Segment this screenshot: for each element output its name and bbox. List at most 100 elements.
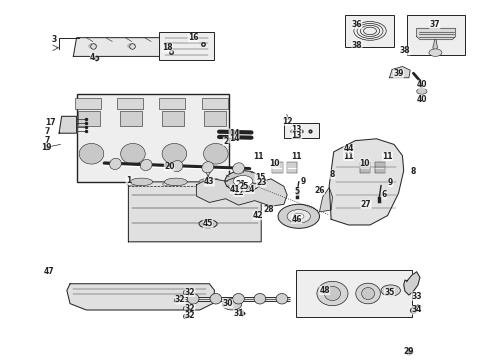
Text: 39: 39 [393,69,404,78]
Text: 36: 36 [352,20,362,29]
Text: 46: 46 [292,215,302,224]
Text: 38: 38 [400,46,410,55]
Ellipse shape [130,178,153,186]
Circle shape [278,204,319,228]
Ellipse shape [210,293,221,304]
Text: 18: 18 [162,43,172,52]
Polygon shape [433,40,438,51]
FancyBboxPatch shape [201,98,227,109]
Polygon shape [59,116,76,133]
Text: 24: 24 [245,185,255,194]
Text: 34: 34 [412,306,422,315]
Circle shape [225,171,261,192]
Text: 20: 20 [164,162,174,171]
Ellipse shape [356,283,380,304]
FancyBboxPatch shape [120,111,142,126]
Ellipse shape [234,182,250,186]
Text: 21: 21 [235,180,245,189]
Circle shape [163,44,171,48]
FancyBboxPatch shape [284,123,319,138]
Text: 7: 7 [45,136,50,145]
Circle shape [416,88,427,94]
Circle shape [429,49,442,57]
Text: 6: 6 [382,190,387,199]
Text: 27: 27 [361,200,371,209]
Ellipse shape [121,144,145,164]
Text: 11: 11 [343,152,354,161]
Ellipse shape [317,281,348,306]
Text: 35: 35 [384,288,394,297]
Circle shape [294,213,304,219]
FancyBboxPatch shape [345,15,394,47]
Ellipse shape [324,286,341,301]
Text: 12: 12 [282,117,293,126]
FancyBboxPatch shape [78,111,100,126]
Polygon shape [319,188,332,212]
Text: 30: 30 [222,299,233,308]
Text: 10: 10 [269,159,279,168]
Polygon shape [329,139,404,225]
Text: 9: 9 [388,178,393,187]
FancyBboxPatch shape [159,98,185,109]
Circle shape [222,299,242,310]
Text: 14: 14 [229,134,239,143]
Text: 9: 9 [301,177,306,186]
Circle shape [233,176,253,187]
Text: 11: 11 [292,152,302,161]
Text: 8: 8 [411,167,416,176]
Ellipse shape [203,221,213,226]
Text: 1: 1 [126,176,131,185]
Text: 38: 38 [352,41,363,50]
Text: 29: 29 [404,347,414,356]
Ellipse shape [234,178,256,186]
Text: 15: 15 [255,173,265,182]
Ellipse shape [162,144,187,164]
Text: 32: 32 [175,295,186,304]
Ellipse shape [110,158,122,170]
Text: 11: 11 [382,152,393,161]
Ellipse shape [140,159,152,171]
Text: 25: 25 [239,182,249,191]
Text: 43: 43 [204,177,215,186]
Text: 37: 37 [430,20,440,29]
Polygon shape [416,28,456,40]
Ellipse shape [362,288,374,300]
Circle shape [287,210,311,223]
Text: 47: 47 [44,266,54,275]
Polygon shape [390,67,410,78]
Text: 13: 13 [292,125,302,134]
Text: 31: 31 [233,309,244,318]
Text: 42: 42 [253,211,263,220]
FancyBboxPatch shape [204,111,226,126]
Ellipse shape [233,163,245,174]
Text: 16: 16 [188,33,198,42]
Ellipse shape [254,293,266,304]
Text: 48: 48 [319,286,330,295]
Circle shape [128,44,136,48]
Text: 11: 11 [253,152,263,161]
Text: 40: 40 [416,95,427,104]
Text: 28: 28 [264,206,274,215]
Text: 33: 33 [412,292,422,301]
Polygon shape [74,38,177,57]
Ellipse shape [127,182,143,186]
FancyBboxPatch shape [162,111,184,126]
Ellipse shape [202,162,214,173]
Text: 32: 32 [185,304,195,313]
FancyBboxPatch shape [407,15,465,54]
Text: 17: 17 [46,118,56,127]
Text: 41: 41 [230,185,241,194]
FancyBboxPatch shape [76,94,229,182]
Text: 23: 23 [256,178,267,187]
Text: 13: 13 [292,131,302,140]
Text: 32: 32 [185,288,195,297]
FancyBboxPatch shape [159,32,214,60]
Ellipse shape [203,144,228,164]
FancyBboxPatch shape [118,98,143,109]
Ellipse shape [165,178,187,186]
Circle shape [89,44,97,48]
Polygon shape [128,182,261,242]
Ellipse shape [233,293,245,304]
Text: 44: 44 [343,144,354,153]
Text: 14: 14 [229,129,239,138]
